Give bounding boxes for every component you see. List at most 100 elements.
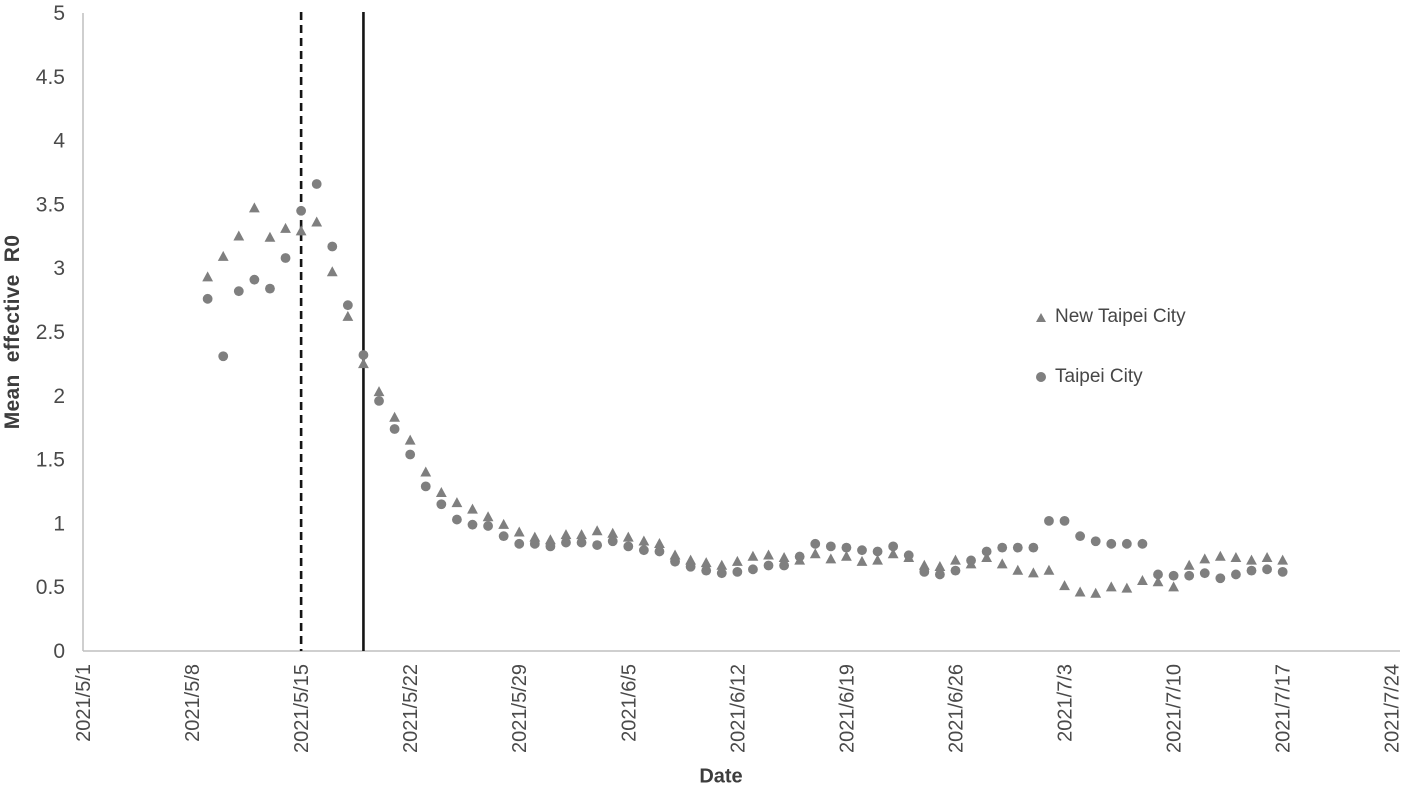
data-point-taipei-city [467,519,478,530]
data-point-taipei-city [654,546,665,557]
data-point-taipei-city [389,424,400,434]
data-point-taipei-city [919,566,930,577]
data-point-new-taipei-city [373,386,385,397]
data-point-taipei-city [950,565,961,576]
legend-item-taipei-city: Taipei City [1036,365,1186,389]
x-tick-label: 2021/6/19 [836,664,858,753]
data-point-taipei-city [670,556,680,567]
data-point-taipei-city [561,537,571,548]
data-point-taipei-city [872,546,883,557]
data-point-new-taipei-city [498,518,510,529]
data-point-taipei-city [623,541,634,552]
data-point-new-taipei-city [1059,580,1070,591]
data-point-new-taipei-city [996,558,1008,569]
data-point-taipei-city [779,560,789,571]
data-point-taipei-city [1246,565,1257,576]
data-point-new-taipei-city [342,310,354,321]
y-axis-title: Mean effective R0 [1,234,24,430]
data-point-taipei-city [498,531,509,542]
data-point-taipei-city [716,568,727,579]
data-point-new-taipei-city [1074,586,1086,597]
data-point-taipei-city [794,551,805,562]
data-point-taipei-city [981,546,992,557]
data-point-new-taipei-city [233,230,245,241]
data-point-new-taipei-city [529,531,541,542]
data-point-new-taipei-city [607,527,619,538]
data-point-new-taipei-city [1214,550,1226,561]
y-tick-label: 5 [53,2,65,25]
data-point-new-taipei-city [809,548,821,559]
y-tick-label: 0.5 [36,576,65,599]
data-point-taipei-city [311,179,322,189]
data-point-new-taipei-city [420,466,432,477]
data-point-taipei-city [202,293,213,304]
data-point-taipei-city [825,541,836,552]
data-point-new-taipei-city [1230,552,1242,563]
x-tick-label: 2021/5/22 [400,664,422,753]
data-point-taipei-city [888,541,899,552]
data-point-new-taipei-city [467,503,478,514]
data-point-new-taipei-city [1168,581,1179,592]
data-point-taipei-city [1262,564,1272,575]
data-point-new-taipei-city [622,531,634,542]
data-point-taipei-city [265,283,275,294]
data-point-taipei-city [514,538,525,549]
x-tick-label: 2021/5/1 [73,664,95,742]
data-point-taipei-city [1231,569,1241,580]
data-point-new-taipei-city [1246,554,1257,565]
data-point-taipei-city [1199,568,1210,579]
data-point-new-taipei-city [638,535,650,546]
data-point-taipei-city [576,537,587,548]
y-tick-label: 3.5 [36,193,65,216]
data-point-taipei-city [218,351,229,362]
x-tick-label: 2021/6/12 [727,664,749,753]
data-point-taipei-city [483,521,493,531]
data-point-new-taipei-city [1137,575,1148,586]
data-point-new-taipei-city [872,554,883,565]
data-point-taipei-city [857,545,867,556]
x-tick-label: 2021/5/29 [509,664,531,753]
data-point-new-taipei-city [202,271,214,282]
data-point-new-taipei-city [545,534,556,545]
data-point-new-taipei-city [950,554,961,565]
legend-label-taipei-city: Taipei City [1055,366,1143,387]
data-point-new-taipei-city [887,548,899,559]
data-point-new-taipei-city [1043,564,1055,575]
data-point-new-taipei-city [918,559,930,570]
data-point-new-taipei-city [981,552,993,563]
data-point-new-taipei-city [311,216,323,227]
data-point-taipei-city [1075,531,1086,542]
data-point-new-taipei-city [1277,554,1289,565]
data-point-taipei-city [436,499,447,510]
data-point-taipei-city [1168,570,1179,581]
data-point-new-taipei-city [1199,553,1211,564]
data-point-taipei-city [1121,538,1132,549]
y-tick-label: 2 [53,385,65,408]
data-point-taipei-city [701,565,712,576]
data-point-taipei-city [1277,566,1288,577]
data-point-new-taipei-city [591,525,603,536]
data-point-new-taipei-city [841,550,852,561]
data-point-taipei-city [545,541,556,552]
data-point-new-taipei-city [404,434,416,445]
data-point-taipei-city [358,350,369,360]
data-point-taipei-city [638,545,649,556]
data-point-new-taipei-city [934,560,946,571]
data-point-new-taipei-city [700,557,712,568]
data-point-taipei-city [233,286,244,297]
x-tick-label: 2021/7/10 [1164,664,1186,753]
data-point-new-taipei-city [295,225,307,236]
data-point-taipei-city [997,542,1008,553]
data-point-taipei-city [732,566,743,577]
data-point-new-taipei-city [435,486,447,497]
data-point-new-taipei-city [451,497,463,508]
data-point-new-taipei-city [576,529,587,540]
data-point-taipei-city [1044,515,1054,526]
data-point-new-taipei-city [482,511,494,522]
legend-label-new-taipei-city: New Taipei City [1055,306,1186,327]
data-point-taipei-city [342,300,353,311]
data-point-new-taipei-city [1027,567,1039,578]
data-point-taipei-city [374,396,384,406]
